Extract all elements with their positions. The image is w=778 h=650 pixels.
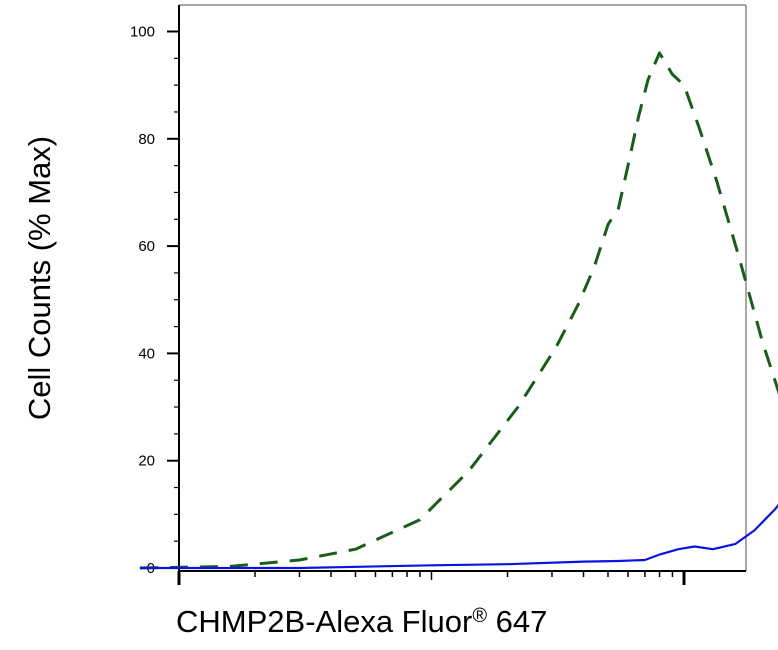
control-histogram-line [139,51,778,570]
plot-frame [178,4,747,572]
stained-histogram-line [139,503,778,570]
series-layer [139,51,778,570]
y-tick-label: 60 [138,238,155,255]
x-axis-title: CHMP2B-Alexa Fluor® 647 [176,604,547,639]
x-axis [177,571,686,585]
x-axis-title-main: CHMP2B-Alexa Fluor [176,604,472,639]
x-axis-title-suffix: 647 [487,604,547,639]
y-tick-label: 20 [138,453,155,470]
x-axis-title-registered-mark: ® [472,605,487,627]
y-tick-label: 40 [138,345,155,362]
y-axis-title: Cell Counts (% Max) [22,136,57,420]
y-tick-label: 80 [138,131,155,148]
y-tick-label: 100 [130,24,155,41]
